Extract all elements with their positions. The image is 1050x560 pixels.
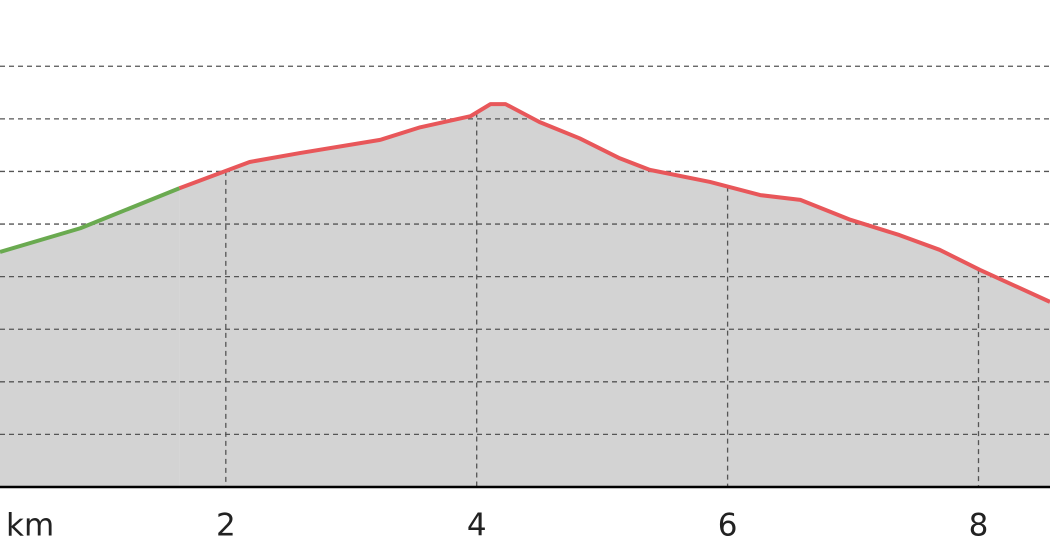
x-axis-label: km: [6, 508, 54, 544]
x-tick-label: 2: [216, 508, 236, 544]
area-fill: [179, 104, 1050, 488]
profile-line: [0, 186, 181, 254]
x-tick-label: 8: [969, 508, 989, 544]
area-fill: [0, 188, 180, 487]
x-tick-label: 6: [718, 508, 738, 544]
profile-line: [178, 102, 1050, 304]
x-tick-label: 4: [467, 508, 487, 544]
